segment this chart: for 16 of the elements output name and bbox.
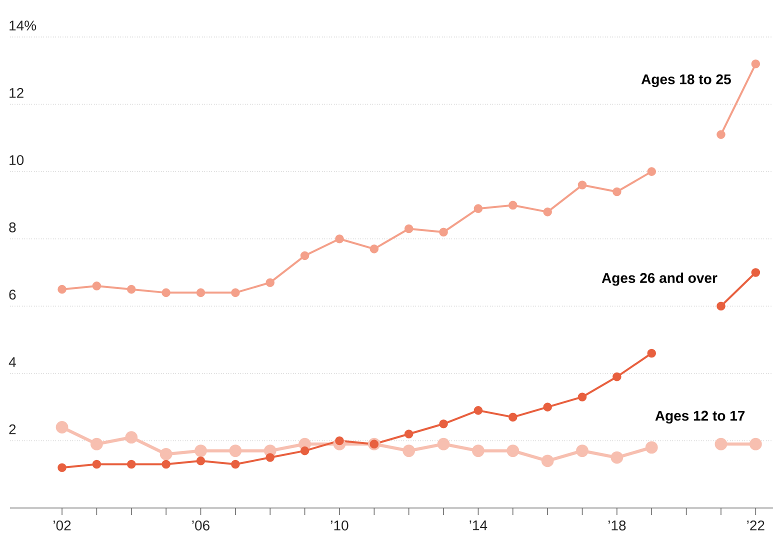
x-tick-label: ’18	[608, 520, 626, 530]
y-tick-label: 4	[8, 357, 16, 367]
y-tick-label: 10	[10, 155, 24, 166]
series-label: Ages 26 and over	[602, 272, 718, 286]
series-label: Ages 18 to 25	[641, 74, 731, 88]
y-tick-label: 6	[9, 290, 16, 300]
y-tick-label: 12	[10, 88, 24, 98]
x-tick-label: ’06	[192, 520, 210, 530]
series-label: Ages 12 to 17	[655, 410, 745, 424]
x-tick-label: ’02	[54, 520, 71, 530]
x-tick-label: ’10	[331, 520, 348, 530]
y-tick-label: 8	[9, 222, 16, 232]
x-tick-label: ’14	[470, 520, 488, 530]
y-tick-label: 14%	[10, 20, 36, 30]
y-tick-label: 2	[9, 424, 16, 434]
x-tick-label: ’22	[747, 520, 764, 530]
